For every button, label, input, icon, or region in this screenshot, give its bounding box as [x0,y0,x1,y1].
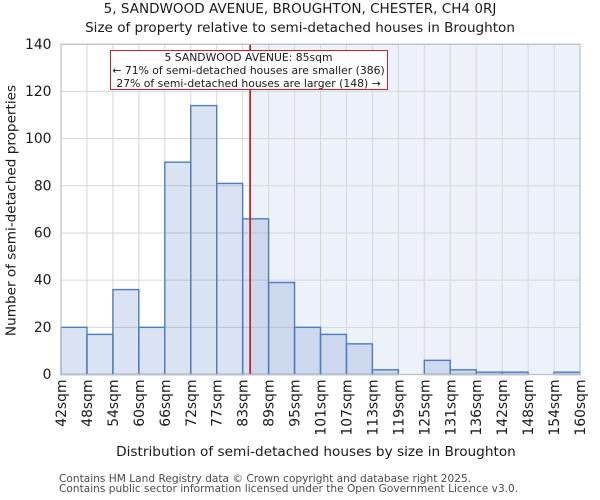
x-tick-label: 60sqm [132,380,148,427]
x-tick-label: 89sqm [262,380,278,427]
annotation-line-3: 27% of semi-detached houses are larger (… [116,77,381,91]
histogram-bar [164,161,192,376]
footer-line-1: Contains HM Land Registry data © Crown c… [59,472,472,485]
histogram-bar [319,333,348,376]
histogram-bar [215,182,244,376]
histogram-bar [86,333,114,376]
x-tick-label: 136sqm [469,380,485,436]
x-tick-label: 101sqm [314,380,330,436]
x-tick-label: 148sqm [521,380,537,436]
chart-subtitle: Size of property relative to semi-detach… [85,19,515,36]
y-tick-label: 100 [25,131,52,147]
x-tick-label: 125sqm [417,380,433,436]
x-tick-label: 131sqm [443,380,459,436]
footer: Contains HM Land Registry data © Crown c… [59,472,519,496]
y-tick-label: 40 [34,273,52,289]
histogram-bar [423,359,451,376]
larger-region-shade [250,44,580,375]
x-tick-label: 142sqm [495,380,511,436]
x-tick-label: 54sqm [106,380,122,427]
histogram-bar [449,369,477,376]
histogram-bar [190,104,218,376]
annotation-box: 5 SANDWOOD AVENUE: 85sqm ← 71% of semi-d… [109,49,388,91]
histogram-bar [371,369,400,376]
y-axis-label: Number of semi-detached properties [3,84,20,337]
histogram-bar [345,343,374,376]
histogram-bar [241,218,270,376]
footer-line-2: Contains public sector information licen… [59,483,519,496]
x-tick-label: 72sqm [184,380,200,427]
chart-title: 5, SANDWOOD AVENUE, BROUGHTON, CHESTER, … [103,1,497,18]
x-tick-label: 154sqm [547,380,563,436]
x-tick-label: 95sqm [288,380,304,427]
histogram-bar [112,288,140,376]
y-tick-label: 120 [25,84,52,100]
x-tick-label: 107sqm [339,380,355,436]
x-tick-label: 160sqm [573,380,589,436]
x-tick-label: 113sqm [365,380,381,436]
x-tick-label: 77sqm [210,380,226,427]
x-tick-label: 119sqm [391,380,407,436]
annotation-line-2: ← 71% of semi-detached houses are smalle… [112,64,385,78]
x-tick-label: 83sqm [236,380,252,427]
y-tick-label: 80 [34,178,52,194]
x-tick-label: 66sqm [158,380,174,427]
y-tick-label: 0 [43,367,52,383]
y-tick-label: 60 [34,225,52,241]
histogram-bar [138,326,166,376]
y-tick-label: 140 [25,37,52,53]
x-tick-label: 48sqm [80,380,96,427]
histogram-bar [60,326,88,376]
histogram-bar [293,326,322,376]
annotation-line-1: 5 SANDWOOD AVENUE: 85sqm [164,51,333,64]
x-axis-label: Distribution of semi-detached houses by … [116,444,516,460]
x-tick-label: 42sqm [54,380,70,427]
histogram-bar [267,281,296,376]
plot-border [60,43,581,376]
y-tick-label: 20 [34,320,52,336]
